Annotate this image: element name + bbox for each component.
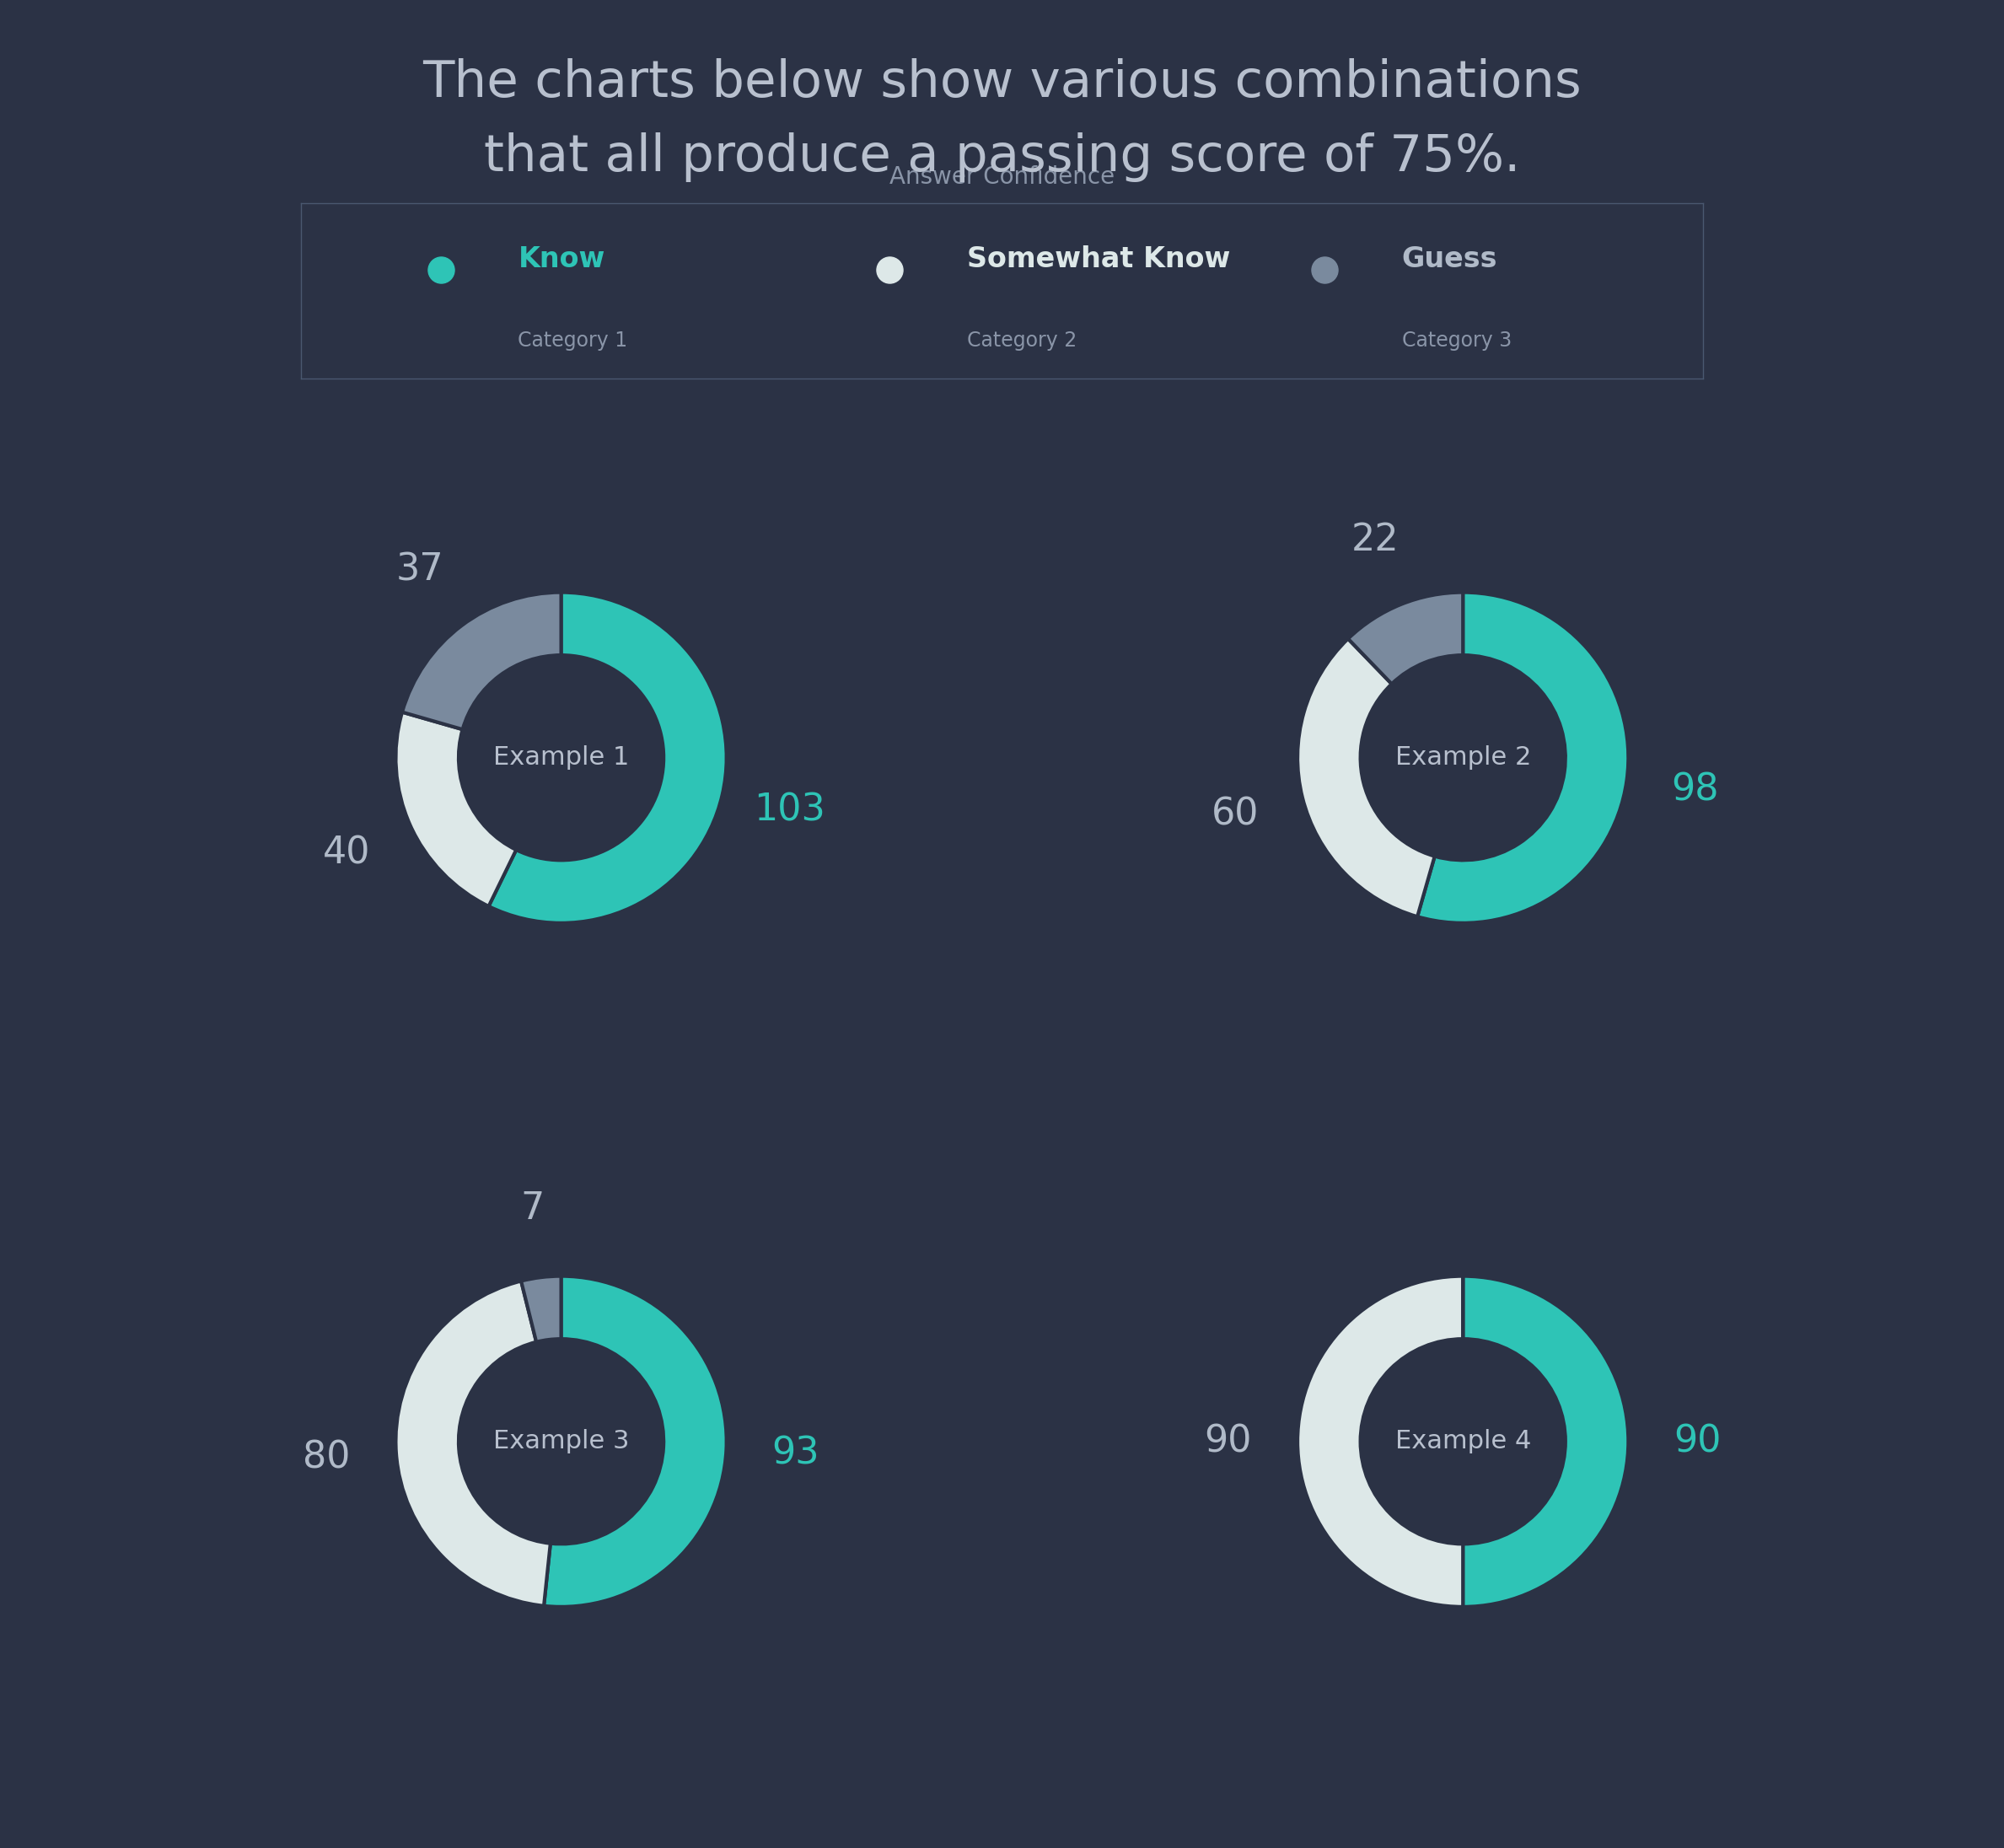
Wedge shape	[1417, 593, 1629, 922]
Text: 7: 7	[521, 1190, 545, 1227]
Text: Category 1: Category 1	[517, 331, 627, 351]
Point	[1309, 255, 1341, 285]
Text: 37: 37	[397, 553, 443, 588]
Text: Category 3: Category 3	[1403, 331, 1511, 351]
Text: 90: 90	[1673, 1423, 1721, 1460]
Text: 22: 22	[1351, 521, 1399, 558]
Text: that all produce a passing score of 75%.: that all produce a passing score of 75%.	[483, 133, 1521, 181]
Text: 40: 40	[323, 835, 371, 870]
Text: Guess: Guess	[1403, 246, 1497, 274]
Text: Somewhat Know: Somewhat Know	[966, 246, 1230, 274]
Wedge shape	[395, 711, 517, 906]
Text: Example 2: Example 2	[1395, 745, 1531, 771]
Text: 80: 80	[303, 1440, 351, 1477]
Circle shape	[459, 656, 663, 859]
Text: 60: 60	[1210, 796, 1259, 833]
Wedge shape	[1297, 639, 1435, 917]
Text: The charts below show various combinations: The charts below show various combinatio…	[423, 59, 1581, 107]
Text: Example 1: Example 1	[493, 745, 629, 771]
Wedge shape	[403, 593, 561, 730]
Wedge shape	[1463, 1277, 1629, 1606]
Wedge shape	[521, 1277, 561, 1342]
Text: 90: 90	[1204, 1423, 1252, 1460]
Text: 93: 93	[772, 1436, 820, 1471]
Circle shape	[1361, 656, 1565, 859]
Text: 103: 103	[754, 793, 826, 828]
Wedge shape	[1297, 1277, 1463, 1606]
Circle shape	[1361, 1340, 1565, 1543]
Point	[874, 255, 906, 285]
Circle shape	[459, 1340, 663, 1543]
Wedge shape	[1349, 593, 1463, 684]
Text: Example 4: Example 4	[1395, 1429, 1531, 1454]
Point	[425, 255, 457, 285]
Text: 98: 98	[1671, 772, 1719, 808]
Text: Category 2: Category 2	[966, 331, 1076, 351]
Text: Answer Confidence: Answer Confidence	[890, 166, 1114, 188]
Wedge shape	[543, 1277, 727, 1606]
Text: Example 3: Example 3	[493, 1429, 629, 1454]
Wedge shape	[395, 1281, 551, 1606]
Text: Know: Know	[517, 246, 605, 274]
Wedge shape	[489, 593, 727, 922]
